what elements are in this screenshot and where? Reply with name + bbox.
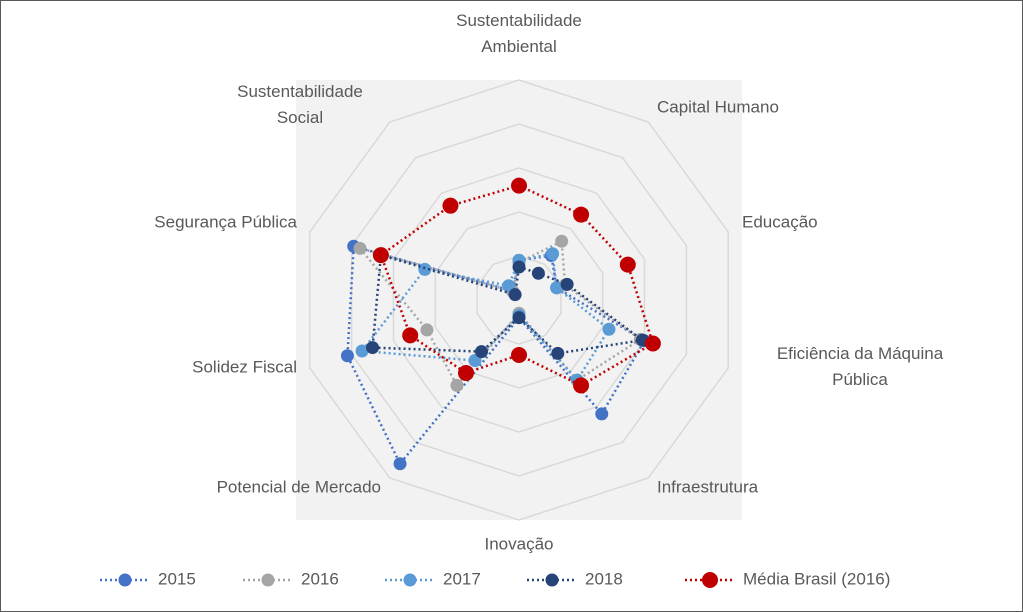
category-label: Inovação [485, 534, 554, 553]
data-point [372, 247, 389, 264]
data-point [402, 327, 419, 344]
data-point [468, 354, 482, 368]
data-point [457, 364, 474, 381]
data-point [555, 234, 569, 248]
series-line [356, 239, 643, 388]
grid-ring [350, 123, 688, 477]
data-point [511, 177, 527, 194]
legend-label: 2018 [585, 569, 623, 588]
legend-marker [702, 572, 718, 588]
category-label: Eficiência da Máquina Pública [777, 344, 944, 389]
data-point [442, 197, 459, 214]
category-label: Potencial de Mercado [217, 477, 381, 496]
data-point [546, 247, 560, 261]
data-point [511, 347, 527, 363]
data-point [551, 346, 565, 360]
data-point [474, 345, 488, 359]
legend-label: 2015 [158, 569, 196, 588]
grid-ring [392, 167, 646, 433]
data-point [340, 349, 354, 363]
series-line [371, 253, 646, 355]
data-point [512, 311, 526, 325]
grid-ring [309, 79, 729, 521]
legend-marker [261, 573, 275, 587]
category-label: Infraestrutura [657, 477, 759, 496]
data-point [573, 206, 590, 223]
category-label: Educação [742, 212, 818, 231]
data-point [644, 335, 661, 352]
category-label: Capital Humano [657, 97, 779, 116]
series-line [359, 252, 611, 383]
grid-ring [434, 211, 604, 389]
data-point [512, 260, 526, 274]
plot-background [296, 80, 742, 520]
data-point [355, 344, 369, 358]
data-point [619, 256, 636, 273]
category-label: Sustentabilidade Ambiental [456, 11, 582, 56]
data-point [508, 288, 522, 302]
data-point [550, 281, 564, 295]
data-point [602, 322, 616, 336]
data-point [502, 279, 516, 293]
data-point [366, 341, 380, 355]
data-point [595, 407, 609, 421]
data-point [531, 266, 545, 280]
legend-marker [118, 573, 132, 587]
data-point [573, 377, 590, 394]
legend-label: 2016 [301, 569, 339, 588]
category-label: Segurança Pública [154, 212, 297, 231]
legend-label: 2017 [443, 569, 481, 588]
legend-label: Média Brasil (2016) [743, 569, 890, 588]
legend-marker [545, 573, 559, 587]
data-point [418, 262, 432, 276]
legend-marker [403, 573, 417, 587]
data-point [420, 323, 434, 337]
data-point [393, 457, 407, 471]
data-point [560, 277, 574, 291]
data-point [353, 241, 367, 255]
category-label: Sustentabilidade Social [237, 82, 363, 127]
data-point [450, 378, 464, 392]
category-label: Solidez Fiscal [192, 357, 297, 376]
